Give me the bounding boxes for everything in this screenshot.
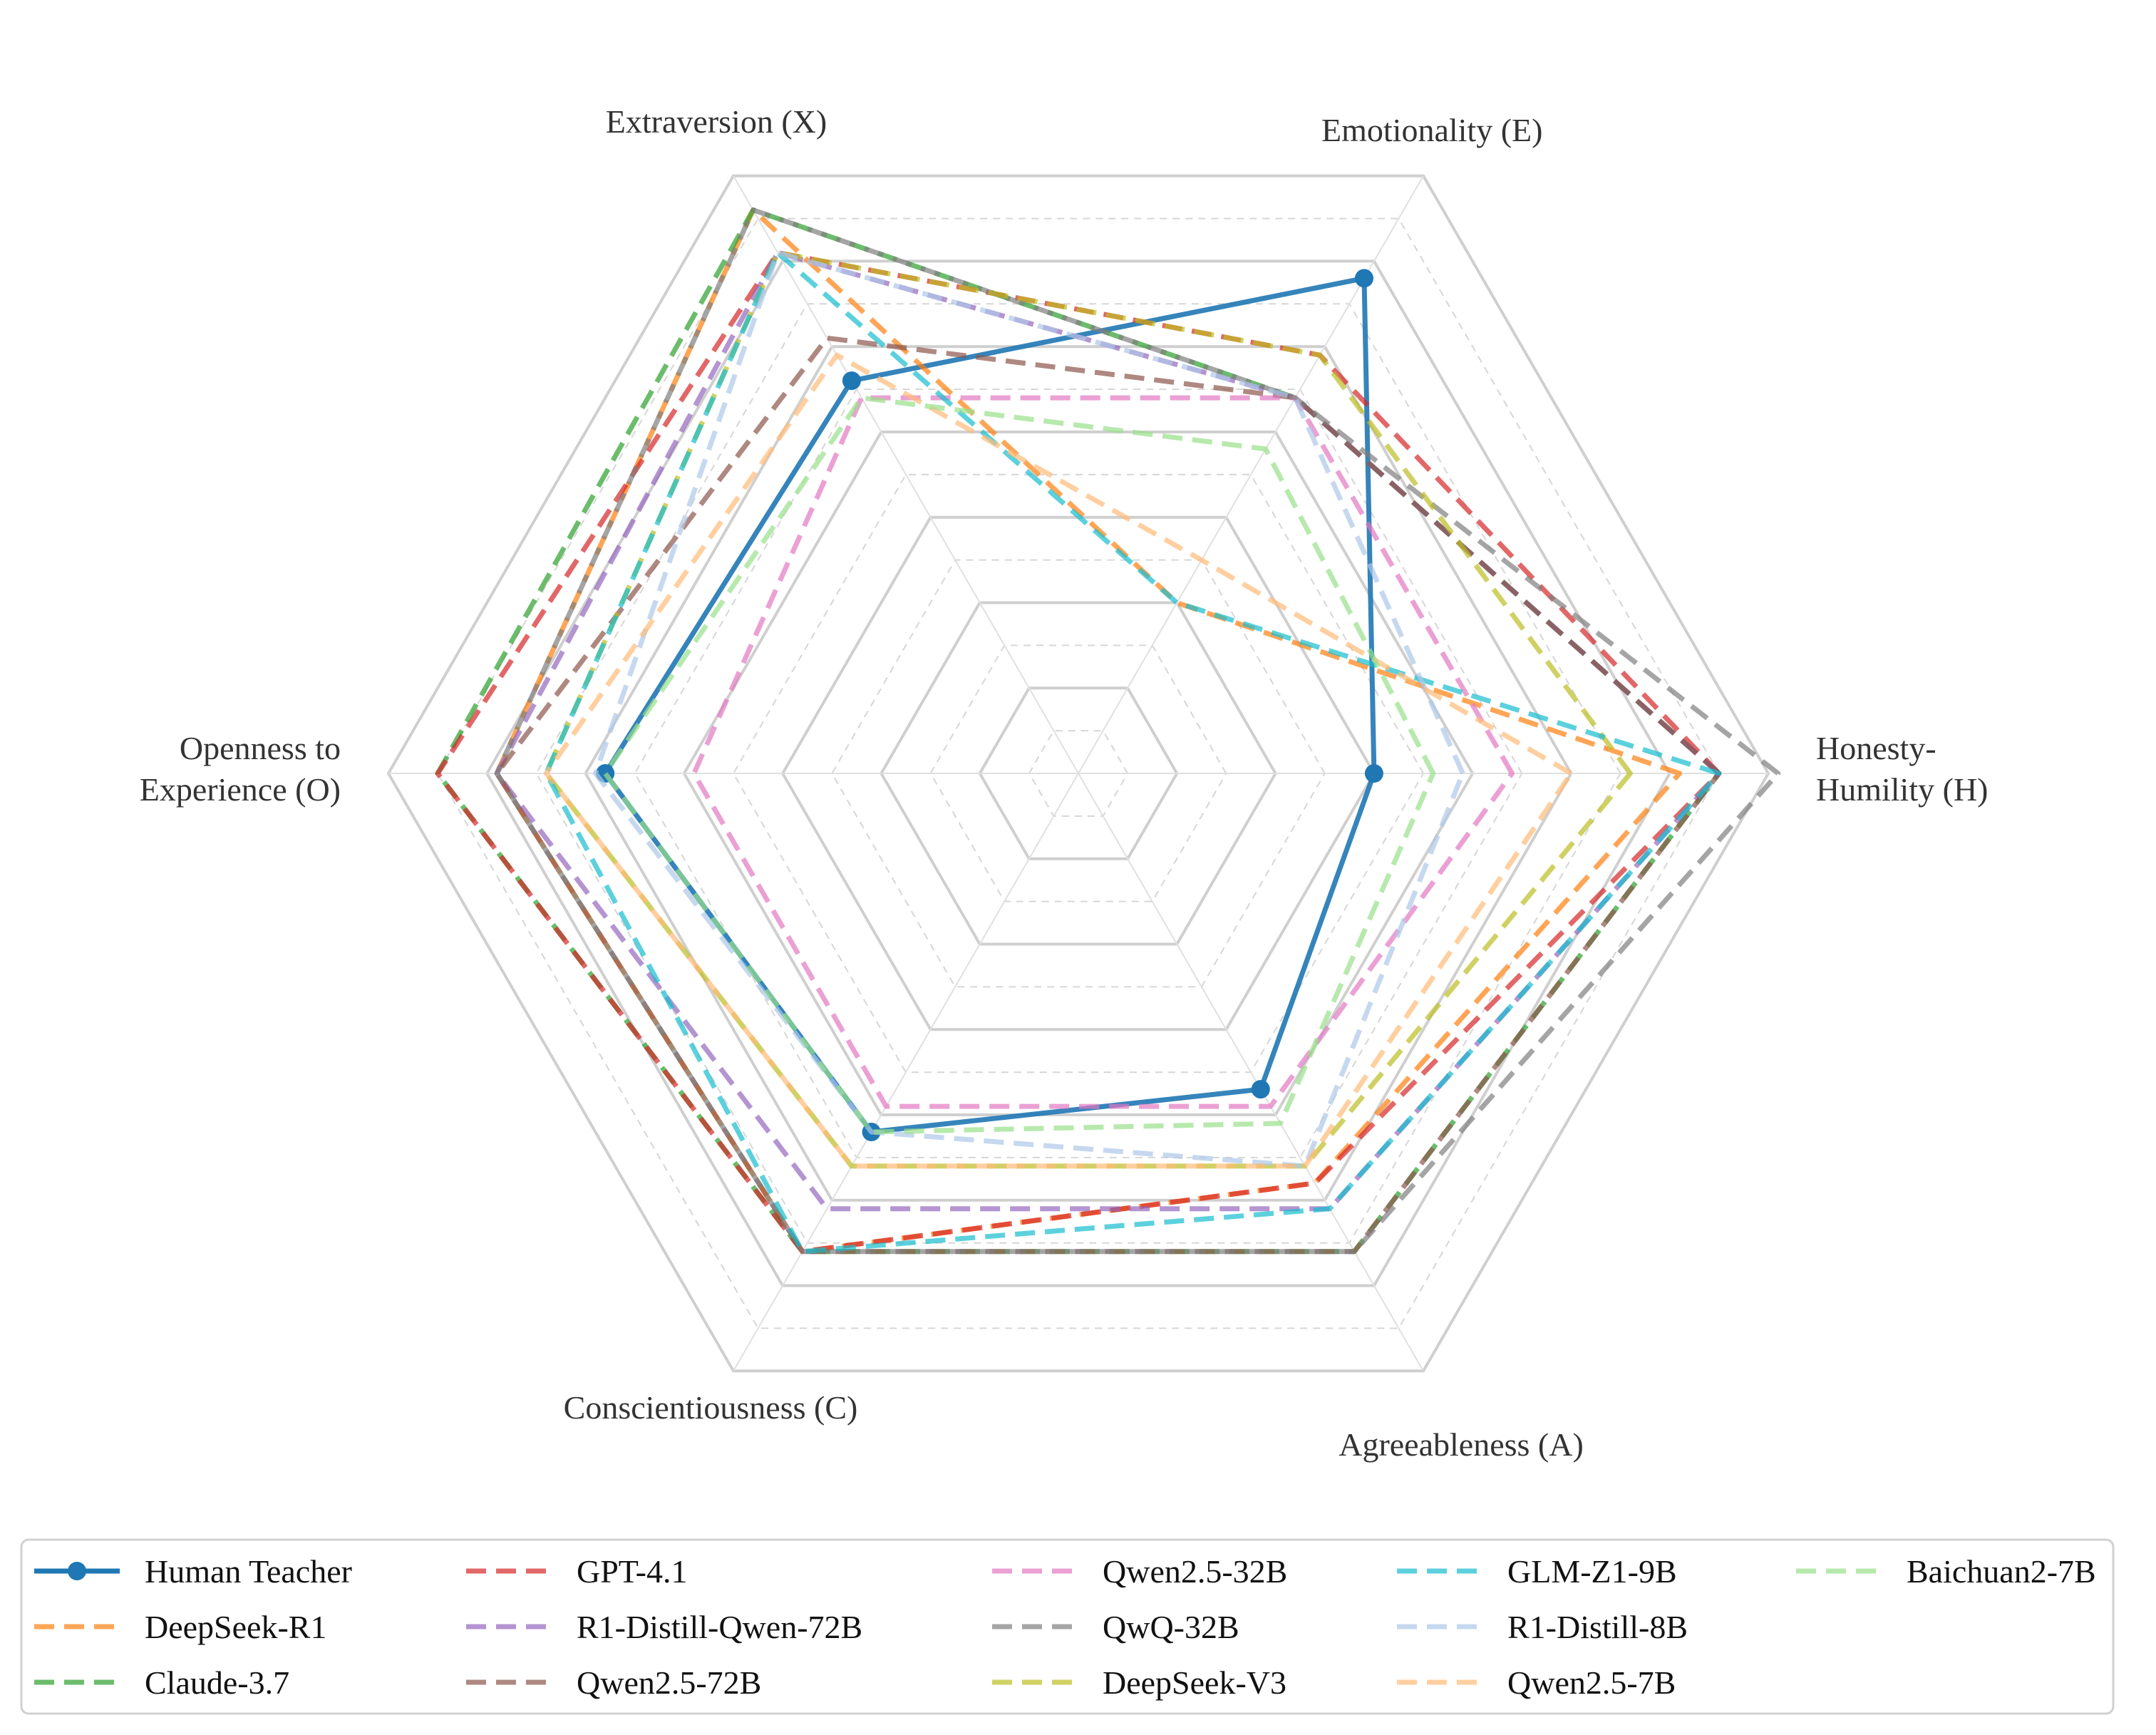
- legend-item-human-teacher: Human Teacher: [34, 1553, 352, 1590]
- radar-series: [435, 207, 1781, 1255]
- series-point: [842, 371, 861, 391]
- series-point: [1251, 1080, 1270, 1099]
- legend-label: GLM-Z1-9B: [1507, 1553, 1677, 1590]
- series-line: [602, 275, 1377, 1135]
- axis-label-a: Agreeableness (A): [1339, 1426, 1584, 1463]
- series-baichuan2-7b: [602, 395, 1436, 1135]
- series-line: [435, 250, 1722, 1255]
- legend-label: R1-Distill-8B: [1507, 1609, 1688, 1645]
- radar-grid: [386, 174, 1770, 1373]
- series-glm-z1-9b: [543, 250, 1722, 1255]
- legend-item-qwq-32b: QwQ-32B: [992, 1609, 1239, 1645]
- legend-item-baichuan2-7b: Baichuan2-7B: [1796, 1553, 2096, 1590]
- series-line: [592, 250, 1465, 1169]
- legend-label: GPT-4.1: [577, 1553, 688, 1590]
- legend: Human Teacher DeepSeek-R1 Claude-3.7 GPT-4.…: [20, 1538, 2115, 1715]
- series-gpt-4-1: [435, 250, 1722, 1255]
- legend-item-deepseek-r1: DeepSeek-R1: [34, 1609, 326, 1645]
- series-point: [1355, 269, 1373, 288]
- series-qwq-32b: [494, 207, 1781, 1255]
- axis-label-c: Conscientiousness (C): [564, 1389, 858, 1426]
- grid-spoke: [733, 773, 1079, 1371]
- legend-item-qwen2-5-72b: Qwen2.5-72B: [466, 1664, 761, 1701]
- series-r1-distill-qwen-72b: [494, 250, 1722, 1212]
- series-r1-distill-8b: [592, 250, 1465, 1169]
- legend-item-glm-z1-9b: GLM-Z1-9B: [1397, 1553, 1677, 1590]
- series-point: [1364, 764, 1383, 783]
- axis-label-x: Extraversion (X): [606, 103, 827, 140]
- legend-item-r1-distill-8b: R1-Distill-8B: [1397, 1609, 1688, 1645]
- legend-label: DeepSeek-V3: [1103, 1664, 1286, 1701]
- grid-spoke: [733, 175, 1079, 774]
- axis-label-o: Experience (O): [140, 771, 341, 808]
- legend-label: DeepSeek-R1: [145, 1609, 326, 1645]
- series-qwen2-5-7b: [543, 352, 1574, 1169]
- legend-item-gpt-4-1: GPT-4.1: [466, 1553, 688, 1590]
- legend-item-qwen2-5-7b: Qwen2.5-7B: [1397, 1664, 1676, 1701]
- legend-label: R1-Distill-Qwen-72B: [577, 1609, 862, 1645]
- legend-label: Human Teacher: [145, 1553, 352, 1590]
- legend-item-claude-3-7: Claude-3.7: [34, 1664, 289, 1701]
- axis-label-h: Honesty-: [1816, 730, 1936, 766]
- series-line: [494, 207, 1781, 1255]
- axis-label-e: Emotionality (E): [1321, 112, 1542, 148]
- axis-labels: Honesty- Humility (H) Emotionality (E) Extr…: [140, 103, 1989, 1463]
- series-line: [494, 250, 1722, 1212]
- legend-label: Claude-3.7: [145, 1664, 289, 1701]
- series-line: [543, 250, 1722, 1255]
- legend-label: Baichuan2-7B: [1907, 1553, 2096, 1590]
- series-line: [602, 395, 1436, 1135]
- legend-item-r1-distill-qwen-72b: R1-Distill-Qwen-72B: [466, 1609, 862, 1645]
- legend-label: QwQ-32B: [1103, 1609, 1239, 1645]
- grid-spoke: [1078, 773, 1424, 1371]
- legend-item-qwen2-5-32b: Qwen2.5-32B: [992, 1553, 1287, 1590]
- series-line: [543, 352, 1574, 1169]
- legend-marker: [68, 1562, 86, 1580]
- legend-item-deepseek-v3: DeepSeek-V3: [992, 1664, 1286, 1701]
- axis-label-h: Humility (H): [1816, 771, 1988, 808]
- legend-label: Qwen2.5-32B: [1103, 1553, 1287, 1590]
- axis-label-o: Openness to: [180, 730, 341, 766]
- legend-label: Qwen2.5-7B: [1507, 1664, 1676, 1701]
- legend-label: Qwen2.5-72B: [577, 1664, 761, 1701]
